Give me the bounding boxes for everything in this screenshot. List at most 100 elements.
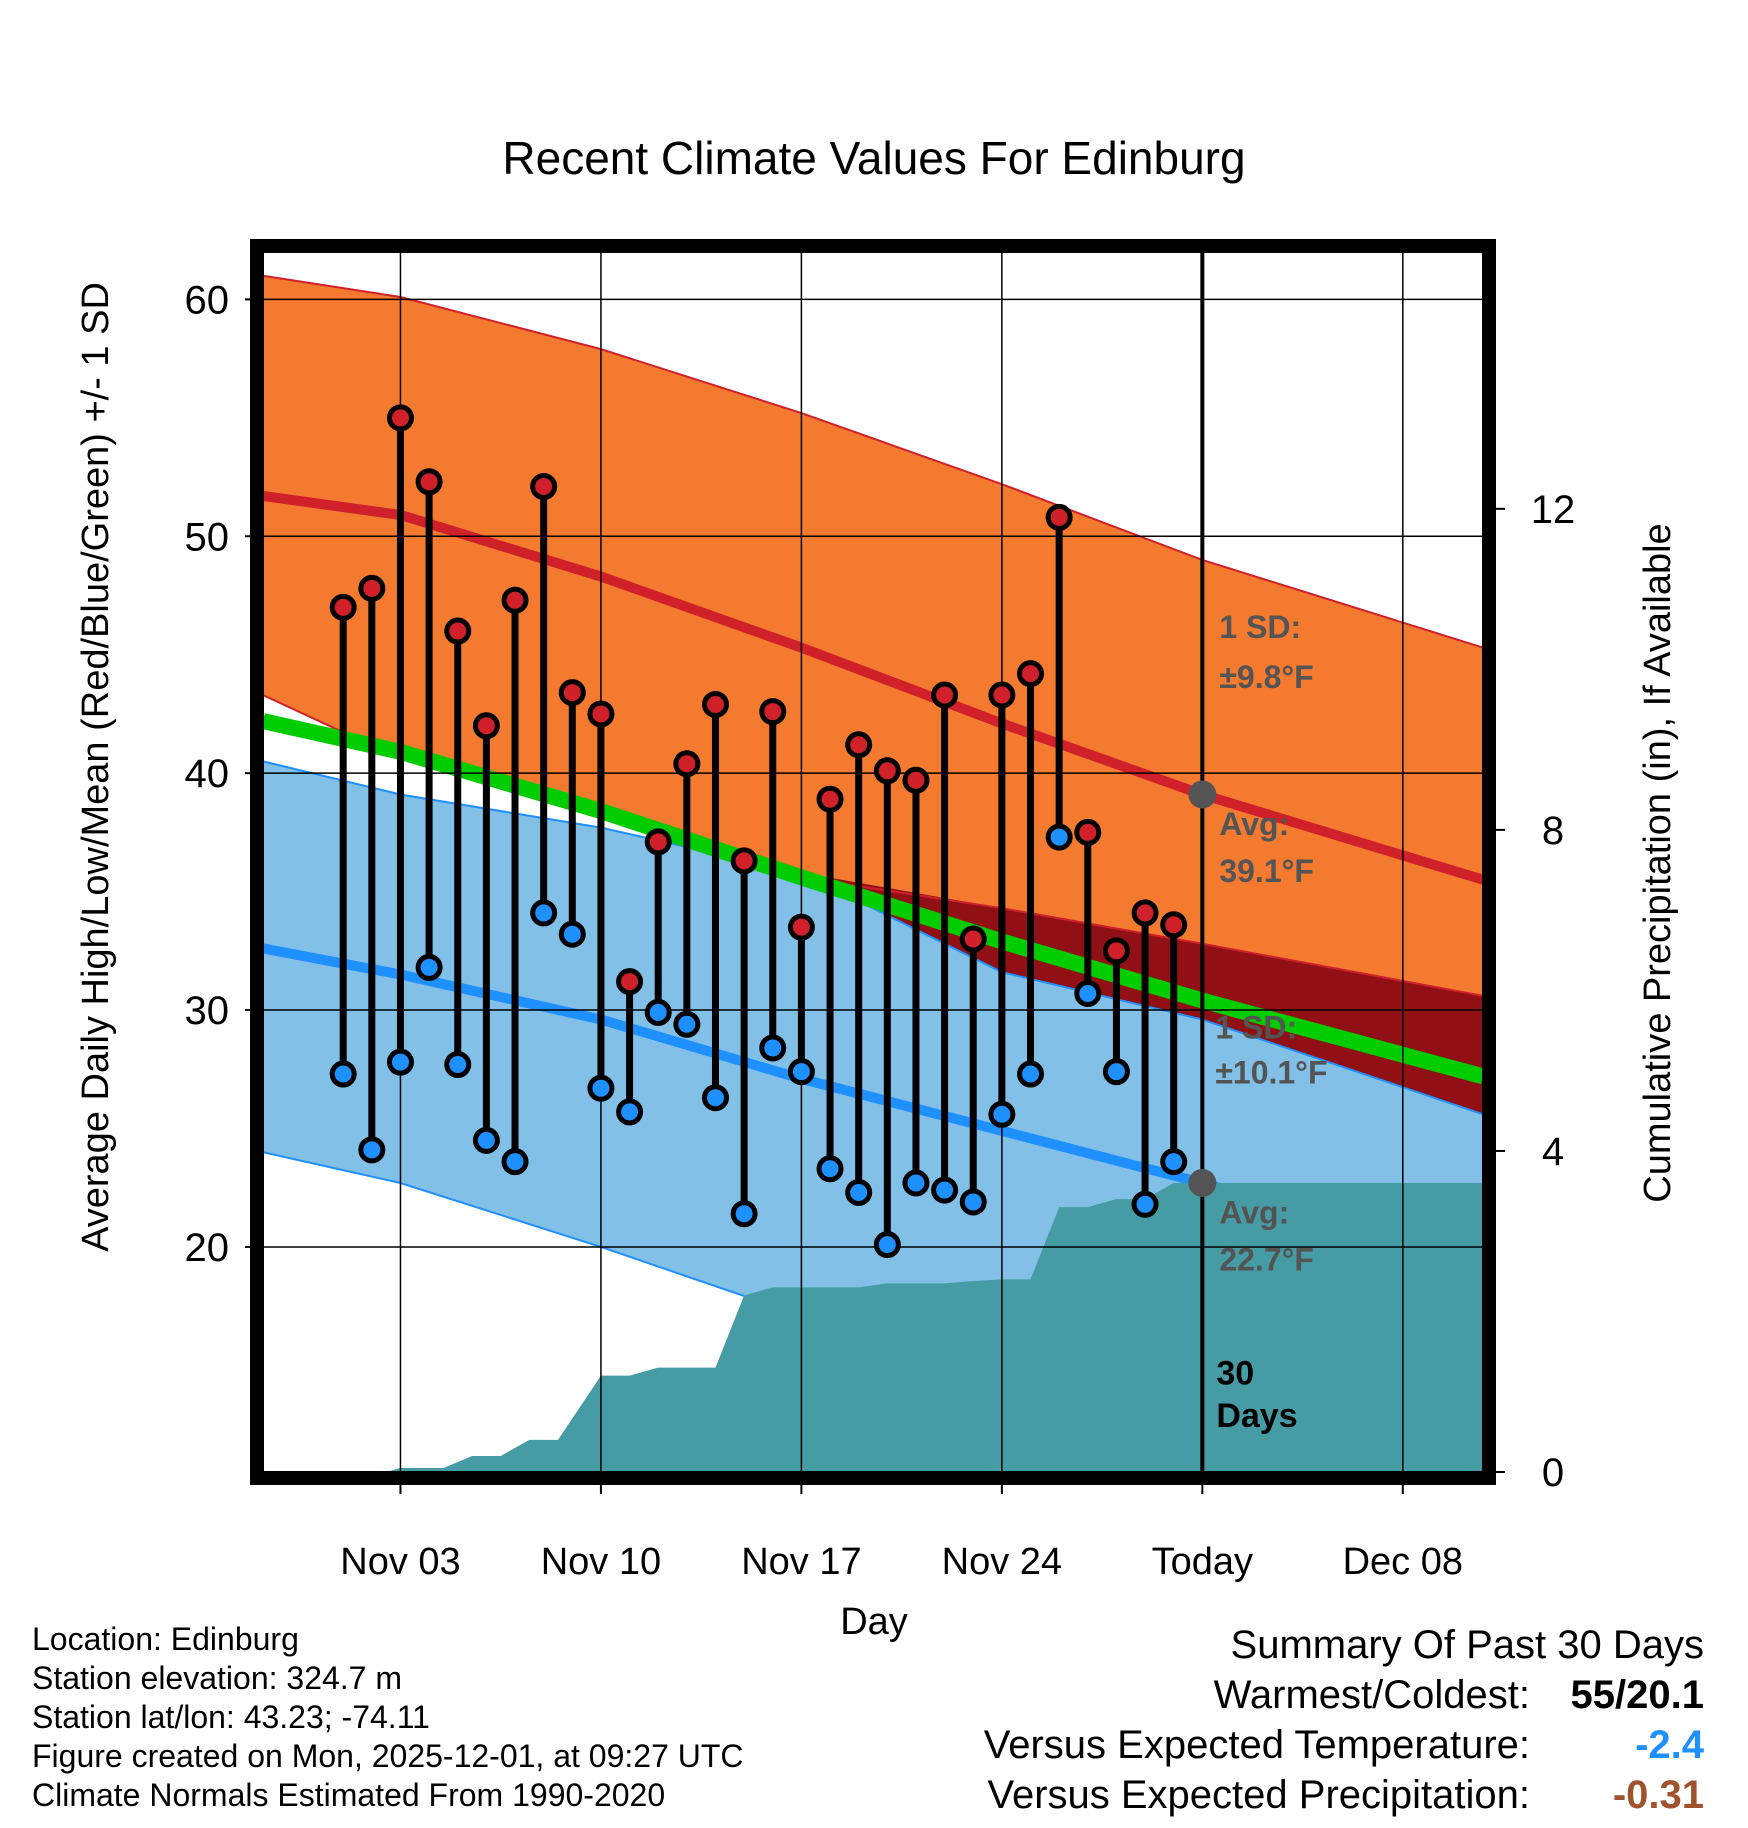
daily-low-point — [415, 953, 443, 981]
x-tick-label: Dec 08 — [1343, 1541, 1463, 1583]
daily-high-point — [501, 586, 529, 614]
y-tick-label: 20 — [185, 1226, 230, 1270]
daily-low-point — [530, 899, 558, 927]
y2-tick-label: 12 — [1531, 488, 1576, 532]
days-label-1: 30 — [1216, 1354, 1254, 1392]
daily-high-point — [816, 785, 844, 813]
daily-high-point — [931, 681, 959, 709]
y-tick-label: 30 — [185, 989, 230, 1033]
daily-high-point — [730, 847, 758, 875]
daily-low-point — [959, 1188, 987, 1216]
summary-title: Summary Of Past 30 Days — [1230, 1623, 1704, 1667]
warm-cold-value: 55/20.1 — [1570, 1673, 1704, 1717]
temp-vs-expected-label: Versus Expected Temperature: — [983, 1723, 1530, 1767]
x-tick-label: Nov 17 — [741, 1541, 861, 1583]
daily-high-point — [530, 473, 558, 501]
daily-low-point — [472, 1126, 500, 1154]
daily-low-point — [730, 1200, 758, 1228]
daily-high-point — [845, 731, 873, 759]
x-axis-label: Day — [840, 1601, 908, 1643]
y-axis-label: Average Daily High/Low/Mean (Red/Blue/Gr… — [75, 282, 117, 1252]
daily-high-point — [358, 574, 386, 602]
daily-low-point — [1102, 1058, 1130, 1086]
daily-high-point — [1160, 911, 1188, 939]
days-label-2: Days — [1216, 1397, 1297, 1435]
daily-high-point — [787, 913, 815, 941]
daily-high-point — [1045, 503, 1073, 531]
summary-temp-row: Versus Expected Temperature: -2.4 — [984, 1720, 1704, 1770]
x-tick-label: Nov 10 — [541, 1541, 661, 1583]
elevation-text: Station elevation: 324.7 m — [32, 1660, 403, 1696]
daily-low-point — [616, 1098, 644, 1126]
summary-warm-cold-row: Warmest/Coldest: 55/20.1 — [984, 1670, 1704, 1720]
daily-low-point — [1045, 823, 1073, 851]
daily-high-point — [587, 700, 615, 728]
summary-precip-row: Versus Expected Precipitation: -0.31 — [984, 1770, 1704, 1820]
daily-high-point — [959, 925, 987, 953]
daily-low-point — [1131, 1190, 1159, 1218]
x-tick-label: Nov 24 — [942, 1541, 1062, 1583]
today-low-avg-marker — [1188, 1168, 1217, 1197]
low-avg-label: Avg: — [1219, 1194, 1289, 1230]
low-sd-value: ±10.1°F — [1215, 1054, 1327, 1090]
daily-low-point — [873, 1231, 901, 1259]
daily-high-point — [988, 681, 1016, 709]
daily-high-point — [1017, 660, 1045, 688]
y2-tick-label: 4 — [1542, 1130, 1564, 1174]
daily-low-point — [845, 1178, 873, 1206]
x-tick-label: Nov 03 — [340, 1541, 460, 1583]
daily-high-point — [472, 712, 500, 740]
y2-tick-label: 0 — [1542, 1451, 1564, 1495]
daily-low-point — [701, 1084, 729, 1112]
daily-low-point — [902, 1169, 930, 1197]
daily-high-point — [386, 404, 414, 432]
y-tick-label: 40 — [185, 752, 230, 796]
precipitation-area — [263, 1183, 1483, 1472]
y2-axis-label: Cumulative Precipitation (in), If Availa… — [1637, 523, 1679, 1202]
summary-panel: Summary Of Past 30 Days Warmest/Coldest:… — [984, 1620, 1704, 1820]
chart-title: Recent Climate Values For Edinburg — [502, 132, 1245, 184]
latlon-text: Station lat/lon: 43.23; -74.11 — [32, 1699, 430, 1735]
daily-low-point — [988, 1100, 1016, 1128]
daily-high-point — [1131, 899, 1159, 927]
precip-vs-expected-label: Versus Expected Precipitation: — [987, 1773, 1530, 1817]
x-tick-label: Today — [1152, 1541, 1253, 1583]
daily-low-point — [1074, 979, 1102, 1007]
daily-low-point — [787, 1058, 815, 1086]
high-sd-label: 1 SD: — [1219, 609, 1301, 645]
daily-high-point — [444, 617, 472, 645]
temp-vs-expected-value: -2.4 — [1635, 1723, 1704, 1767]
location-text: Location: Edinburg — [32, 1621, 299, 1657]
daily-high-point — [415, 468, 443, 496]
station-info: Location: Edinburg Station elevation: 32… — [32, 1620, 744, 1815]
daily-low-point — [587, 1074, 615, 1102]
daily-low-point — [358, 1136, 386, 1164]
daily-high-point — [644, 828, 672, 856]
high-avg-label: Avg: — [1219, 806, 1289, 842]
today-high-avg-marker — [1188, 780, 1217, 809]
daily-high-point — [1074, 818, 1102, 846]
daily-high-point — [673, 750, 701, 778]
high-sd-value: ±9.8°F — [1219, 659, 1313, 695]
daily-high-point — [558, 679, 586, 707]
daily-low-point — [759, 1034, 787, 1062]
daily-high-point — [902, 766, 930, 794]
daily-low-point — [644, 998, 672, 1026]
plot-frame — [250, 239, 1496, 1485]
y2-tick-label: 8 — [1542, 809, 1564, 853]
daily-low-point — [1017, 1060, 1045, 1088]
daily-low-point — [386, 1048, 414, 1076]
daily-high-point — [1102, 937, 1130, 965]
daily-high-point — [329, 593, 357, 621]
daily-low-point — [444, 1051, 472, 1079]
high-avg-value: 39.1°F — [1219, 853, 1314, 889]
daily-low-point — [1160, 1148, 1188, 1176]
precip-vs-expected-value: -0.31 — [1612, 1773, 1704, 1817]
daily-low-point — [558, 920, 586, 948]
created-text: Figure created on Mon, 2025-12-01, at 09… — [32, 1738, 744, 1774]
low-sd-label: 1 SD: — [1215, 1009, 1297, 1045]
warm-cold-label: Warmest/Coldest: — [1213, 1673, 1530, 1717]
low-avg-value: 22.7°F — [1219, 1242, 1314, 1278]
daily-high-point — [873, 757, 901, 785]
